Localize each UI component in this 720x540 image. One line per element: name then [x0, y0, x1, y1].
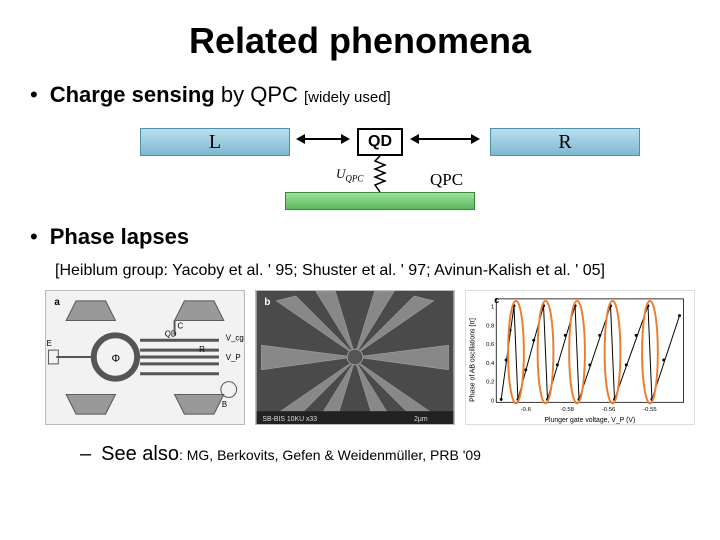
bullet-text-1: Charge sensing by QPC [widely used] — [50, 82, 391, 108]
svg-text:R: R — [199, 345, 205, 354]
svg-text:-0.56: -0.56 — [602, 407, 616, 413]
charge-sensing-note: [widely used] — [304, 89, 391, 106]
bullet-dot: • — [30, 82, 38, 108]
charge-sensing-strong: Charge sensing — [50, 82, 215, 107]
svg-text:0.8: 0.8 — [486, 323, 495, 329]
svg-text:b: b — [264, 297, 270, 308]
qpc-bar — [285, 192, 475, 210]
svg-text:Phase of AB oscillations [π]: Phase of AB oscillations [π] — [470, 318, 477, 402]
slide-title: Related phenomena — [0, 0, 720, 82]
svg-text:2μm: 2μm — [414, 416, 428, 423]
bullet-dot-2: • — [30, 224, 38, 250]
qpc-diagram: L QD R UQPC QPC — [140, 120, 640, 210]
svg-text:0.4: 0.4 — [486, 361, 495, 367]
phase-citation: [Heiblum group: Yacoby et al. ' 95; Shus… — [0, 262, 720, 280]
svg-text:-0.58: -0.58 — [560, 407, 574, 413]
svg-text:B: B — [222, 400, 227, 409]
svg-text:0.2: 0.2 — [486, 380, 494, 386]
dash-icon: – — [80, 443, 91, 466]
charge-sensing-rest: by QPC — [215, 82, 304, 107]
phase-lapses-text: Phase lapses — [50, 224, 189, 250]
svg-text:c: c — [494, 295, 499, 305]
svg-text:V_cg: V_cg — [226, 333, 244, 342]
see-also-row: – See also: MG, Berkovits, Gefen & Weide… — [0, 443, 720, 466]
u-qpc-label: UQPC — [336, 166, 363, 184]
see-also-text: See also: MG, Berkovits, Gefen & Weidenm… — [101, 443, 481, 466]
arrow-l-qd — [298, 138, 348, 140]
figure-a-schematic: a Φ QD V_cg V_P R E C — [45, 290, 245, 425]
svg-text:-0.55: -0.55 — [643, 407, 657, 413]
figure-c-phase-plot: c Phase of AB oscillations [π] 0 0.2 0.4… — [465, 290, 695, 425]
svg-text:1: 1 — [491, 305, 494, 311]
coupling-zigzag-icon — [373, 156, 387, 192]
lead-left: L — [140, 128, 290, 156]
svg-text:SB-BIS 10KU x33: SB-BIS 10KU x33 — [262, 416, 317, 423]
svg-text:Plunger gate voltage, V_P (V): Plunger gate voltage, V_P (V) — [544, 417, 635, 424]
figure-row: a Φ QD V_cg V_P R E C — [0, 290, 720, 425]
svg-text:E: E — [46, 339, 51, 348]
figure-b-sem: b SB-BIS 10KU x33 2μm — [255, 290, 455, 425]
bullet-phase-lapses: • Phase lapses — [0, 224, 720, 250]
svg-text:C: C — [178, 321, 184, 330]
qpc-label: QPC — [430, 170, 463, 190]
quantum-dot-box: QD — [357, 128, 403, 156]
svg-text:0.6: 0.6 — [486, 342, 495, 348]
svg-text:V_P: V_P — [226, 353, 241, 362]
svg-text:a: a — [54, 297, 60, 308]
svg-text:Φ: Φ — [112, 353, 121, 365]
lead-right: R — [490, 128, 640, 156]
svg-text:-0.6: -0.6 — [521, 407, 532, 413]
bullet-charge-sensing: • Charge sensing by QPC [widely used] — [0, 82, 720, 108]
arrow-qd-r — [412, 138, 478, 140]
